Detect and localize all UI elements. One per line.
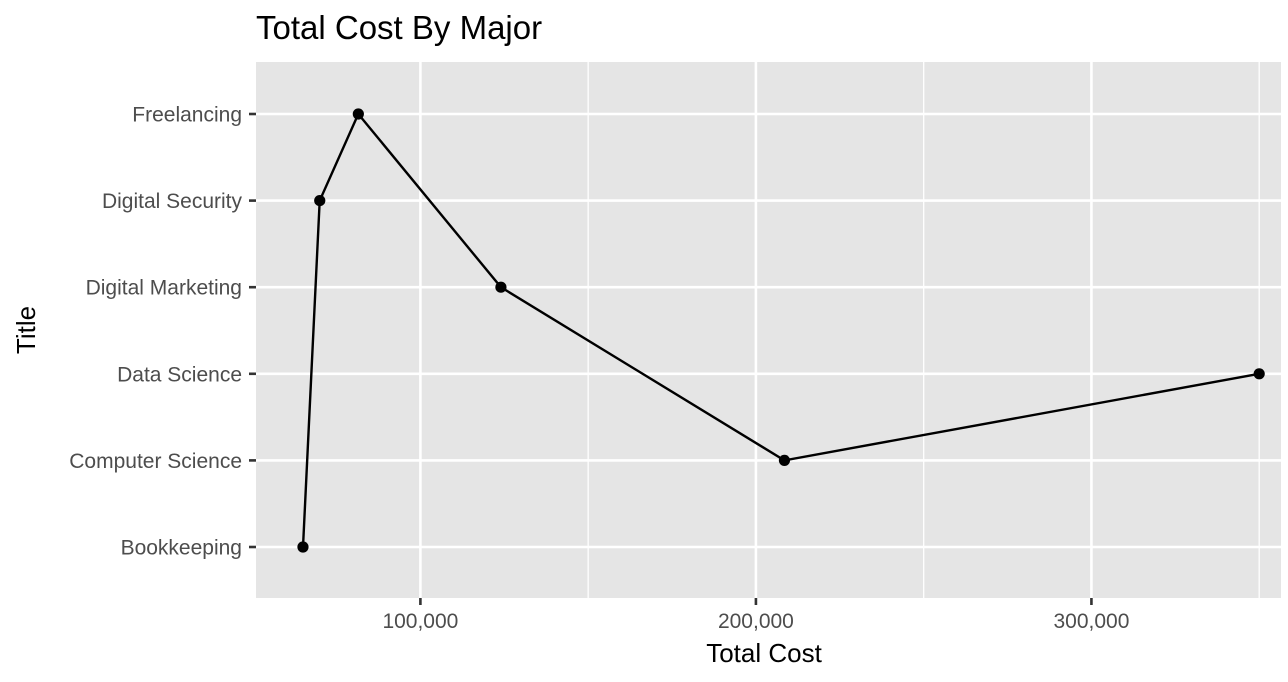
chart-title: Total Cost By Major xyxy=(256,9,542,46)
y-axis-ticks: Bookkeeping Computer Science Data Science D… xyxy=(69,104,256,560)
x-axis-ticks: 100,000 200,000 300,000 xyxy=(382,598,1129,633)
y-tick-label: Digital Security xyxy=(102,190,243,213)
data-point xyxy=(495,281,507,293)
plot-panel xyxy=(256,62,1281,598)
series-line xyxy=(301,111,1260,548)
data-point xyxy=(1253,368,1265,380)
y-tick-label: Freelancing xyxy=(132,104,242,127)
grid-lines xyxy=(256,62,1281,598)
x-tick-label: 100,000 xyxy=(382,610,458,633)
data-point xyxy=(778,454,791,466)
x-tick-label: 300,000 xyxy=(1053,610,1129,633)
data-point xyxy=(314,195,326,207)
data-series xyxy=(297,108,1265,553)
y-axis-title: Title xyxy=(11,306,41,354)
x-tick-label: 200,000 xyxy=(718,610,794,633)
data-point xyxy=(297,541,309,553)
x-axis-title: Total Cost xyxy=(706,638,822,668)
data-point xyxy=(352,108,364,120)
y-tick-label: Data Science xyxy=(117,363,242,386)
y-tick-label: Digital Marketing xyxy=(86,277,242,300)
y-tick-label: Computer Science xyxy=(69,450,242,473)
y-tick-label: Bookkeeping xyxy=(121,537,242,560)
